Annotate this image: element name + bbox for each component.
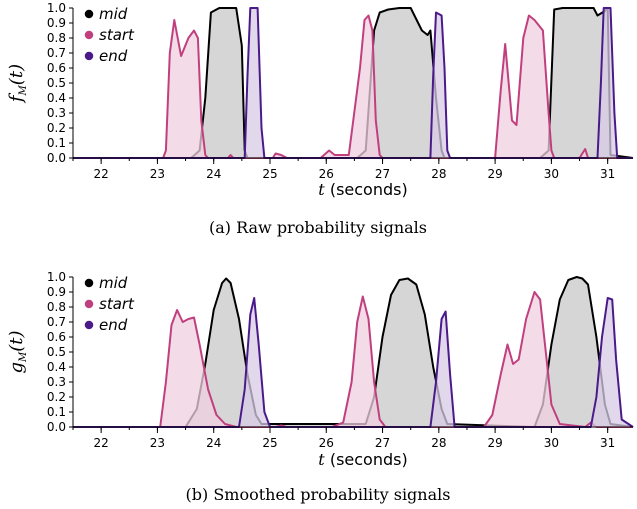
y-tick-label: 0.9 (47, 285, 66, 299)
x-tick-label: 28 (431, 436, 446, 450)
y-tick-label: 0.7 (47, 315, 66, 329)
y-tick-label: 0.8 (47, 31, 66, 45)
legend-label-end: end (99, 47, 128, 65)
x-tick-label: 22 (94, 167, 109, 181)
x-tick-label: 27 (375, 436, 390, 450)
x-tick-label: 24 (206, 167, 221, 181)
legend-label-start: start (99, 26, 135, 44)
legend-marker-start (83, 298, 95, 310)
figure-caption: (a) Raw probability signals (209, 218, 427, 237)
legend-marker-mid (83, 277, 95, 289)
y-tick-label: 0.2 (47, 121, 66, 135)
legend: mid start end (83, 5, 135, 65)
legend-marker-end (83, 319, 95, 331)
y-tick-label: 0.4 (47, 91, 66, 105)
x-tick-label: 31 (600, 167, 615, 181)
y-tick-label: 0.3 (47, 375, 66, 389)
x-axis-label-variable: t (318, 180, 325, 199)
series-line-mid (73, 276, 634, 428)
legend-marker-end (83, 50, 95, 62)
legend-label-mid: mid (99, 5, 128, 23)
y-axis-label: fM(t) (6, 64, 29, 104)
x-tick-label: 31 (600, 436, 615, 450)
y-tick-label: 0.1 (47, 405, 66, 419)
y-tick-label: 0.0 (47, 420, 66, 434)
x-tick-label: 28 (431, 167, 446, 181)
y-tick-label: 0.5 (47, 76, 66, 90)
x-tick-label: 29 (487, 167, 502, 181)
y-tick-label: 0.2 (47, 390, 66, 404)
y-tick-label: 0.7 (47, 46, 66, 60)
legend-label-start: start (99, 295, 135, 313)
legend-marker-mid (83, 8, 95, 20)
x-tick-label: 23 (150, 167, 165, 181)
series-line-end (73, 297, 634, 428)
y-axis-label-subscript: M (18, 84, 29, 96)
x-axis-label: t (seconds) (318, 450, 407, 469)
series-area-start (73, 292, 633, 427)
y-tick-label: 0.5 (47, 345, 66, 359)
x-tick-label: 23 (150, 436, 165, 450)
y-axis-label-subscript: M (18, 351, 29, 363)
x-tick-label: 29 (487, 436, 502, 450)
y-tick-label: 0.9 (47, 16, 66, 30)
x-tick-label: 22 (94, 436, 109, 450)
series-area-mid (73, 8, 633, 158)
x-tick-label: 26 (319, 436, 334, 450)
chart-panel-smoothed: 0.00.10.20.30.40.50.60.70.80.91.0 22 23 24 2… (6, 270, 634, 504)
legend-marker-start (83, 29, 95, 41)
chart-panel-raw: 0.00.10.20.30.40.50.60.70.80.91.0 22 23 24 2… (6, 1, 634, 237)
x-tick-label: 27 (375, 167, 390, 181)
x-axis-label-unit: (seconds) (325, 180, 408, 199)
y-axis-label-arg: (t) (6, 330, 27, 351)
y-tick-label: 1.0 (47, 270, 66, 284)
x-tick-label: 30 (544, 167, 559, 181)
x-axis-label-unit: (seconds) (325, 450, 408, 469)
y-axis-label-main: g (6, 362, 27, 374)
series-line-end (73, 7, 633, 159)
y-tick-label: 0.6 (47, 61, 66, 75)
series-line-start (73, 291, 633, 428)
series-area-start (73, 15, 633, 158)
x-tick-label: 25 (262, 436, 277, 450)
legend-label-end: end (99, 316, 128, 334)
y-tick-label: 0.4 (47, 360, 66, 374)
x-tick-label: 25 (262, 167, 277, 181)
series-line-start (73, 14, 633, 159)
x-axis-label-variable: t (318, 450, 325, 469)
y-tick-label: 1.0 (47, 1, 66, 15)
y-tick-label: 0.8 (47, 300, 66, 314)
y-tick-label: 0.6 (47, 330, 66, 344)
x-tick-label: 26 (319, 167, 334, 181)
x-tick-label: 30 (544, 436, 559, 450)
y-axis-label: gM(t) (6, 330, 29, 373)
figure-caption: (b) Smoothed probability signals (186, 485, 451, 504)
legend: mid start end (83, 274, 135, 334)
y-tick-label: 0.3 (47, 106, 66, 120)
legend-label-mid: mid (99, 274, 128, 292)
y-tick-label: 0.0 (47, 151, 66, 165)
y-tick-label: 0.1 (47, 136, 66, 150)
x-axis-label: t (seconds) (318, 180, 407, 199)
x-tick-label: 24 (206, 436, 221, 450)
series-line-mid (73, 7, 634, 159)
y-axis-label-arg: (t) (6, 64, 27, 85)
